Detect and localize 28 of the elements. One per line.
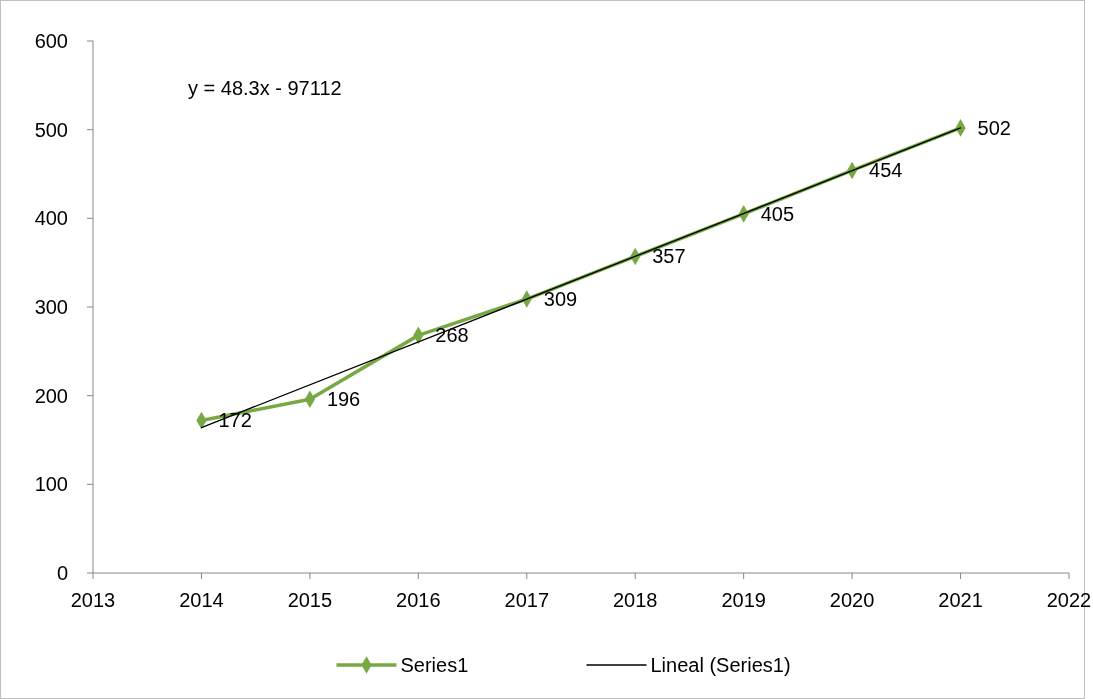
data-label: 309: [543, 288, 578, 311]
annotation: y = 48.3x - 97112: [188, 77, 342, 99]
x-tick-label: 2020: [829, 589, 875, 611]
y-tick-label: 600: [34, 30, 68, 52]
data-label: 405: [760, 202, 795, 225]
y-tick-label: 100: [34, 473, 68, 496]
data-label: 268: [435, 324, 469, 347]
y-tick-label: 500: [34, 118, 68, 141]
data-label: 357: [652, 245, 686, 268]
y-tick-label: 400: [34, 207, 68, 230]
x-tick-label: 2017: [504, 589, 550, 611]
x-tick-label: 2016: [396, 589, 441, 611]
legend-label: Series1: [400, 654, 469, 676]
data-label: 454: [869, 159, 903, 182]
x-tick-label: 2014: [179, 589, 224, 611]
y-tick-label: 0: [56, 562, 68, 584]
x-tick-label: 2019: [721, 589, 766, 611]
data-label: 196: [326, 388, 361, 411]
data-label: 172: [218, 409, 252, 432]
y-tick-label: 300: [34, 296, 68, 318]
y-tick-label: 200: [34, 384, 68, 407]
x-tick-label: 2021: [938, 589, 983, 611]
legend-label: Lineal (Series1): [650, 654, 791, 676]
x-tick-label: 2022: [1046, 589, 1092, 611]
x-tick-label: 2013: [70, 589, 116, 611]
x-tick-label: 2018: [612, 589, 658, 611]
x-tick-label: 2015: [287, 589, 333, 611]
data-label: 502: [977, 116, 1011, 139]
